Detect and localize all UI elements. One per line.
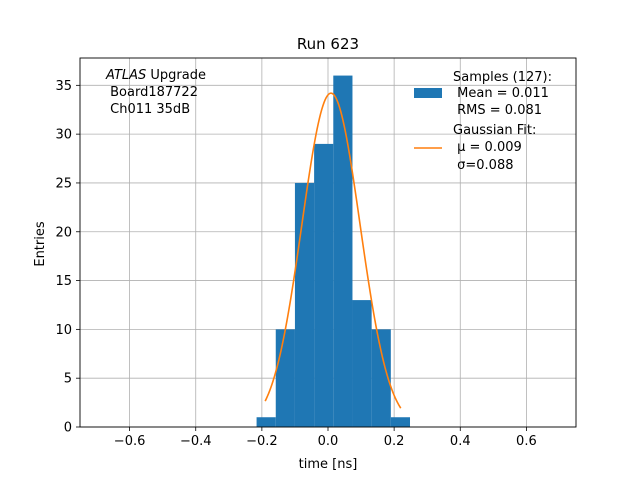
y-tick-label-4: 20 [55, 225, 72, 240]
y-tick-label-0: 0 [64, 421, 72, 436]
histogram-bar-0 [256, 417, 276, 427]
histogram-bar-2 [294, 182, 315, 427]
ticks: −0.6 −0.4 −0.2 0.0 0.2 0.4 0.6 0 5 10 15 20 25 30 35 [55, 79, 536, 449]
legend-samples-line-1: Samples (127): [453, 70, 552, 85]
x-tick-label-6: 0.6 [516, 434, 537, 449]
x-tick-label-5: 0.4 [450, 434, 471, 449]
gaussian-fit-curve [264, 92, 402, 409]
histogram-bar-7 [390, 417, 411, 427]
y-tick-label-3: 15 [55, 274, 72, 289]
legend: Samples (127): Mean = 0.011 RMS = 0.081 … [414, 70, 552, 173]
x-tick-label-4: 0.2 [384, 434, 405, 449]
y-tick-label-2: 10 [55, 323, 72, 338]
legend-fit-line-1: Gaussian Fit: [453, 123, 536, 138]
y-tick-label-7: 35 [55, 79, 72, 94]
histogram-bar-3 [314, 143, 334, 427]
annotation-atlas: ATLAS [105, 68, 146, 83]
x-axis-label: time [ns] [299, 457, 358, 472]
histogram-bar-6 [371, 329, 391, 427]
annotation-board: Board187722 [106, 85, 198, 100]
legend-fit-line-3: σ=0.088 [453, 158, 513, 173]
histogram-bar-5 [352, 300, 372, 427]
histogram-bar-4 [333, 75, 353, 428]
x-tick-label-1: −0.4 [180, 434, 212, 449]
gaussian-fit [264, 92, 402, 409]
legend-samples-swatch [414, 88, 442, 98]
histogram-bar-1 [275, 329, 295, 427]
x-tick-label-0: −0.6 [114, 434, 146, 449]
legend-samples-line-2: Mean = 0.011 [453, 86, 549, 101]
svg-text:ATLAS Upgrade: ATLAS Upgrade [105, 68, 206, 83]
y-tick-label-6: 30 [55, 128, 72, 143]
y-tick-label-1: 5 [64, 372, 72, 387]
x-tick-label-3: 0.0 [318, 434, 339, 449]
x-tick-label-2: −0.2 [246, 434, 278, 449]
annotation-channel: Ch011 35dB [106, 102, 190, 117]
y-tick-label-5: 25 [55, 176, 72, 191]
legend-samples-line-3: RMS = 0.081 [453, 103, 542, 118]
chart-title: Run 623 [297, 35, 359, 53]
atlas-annotation: ATLAS Upgrade Board187722 Ch011 35dB [105, 68, 206, 117]
legend-fit-line-2: μ = 0.009 [453, 140, 522, 155]
annotation-upgrade: Upgrade [146, 68, 206, 83]
y-axis-label: Entries [33, 221, 48, 267]
